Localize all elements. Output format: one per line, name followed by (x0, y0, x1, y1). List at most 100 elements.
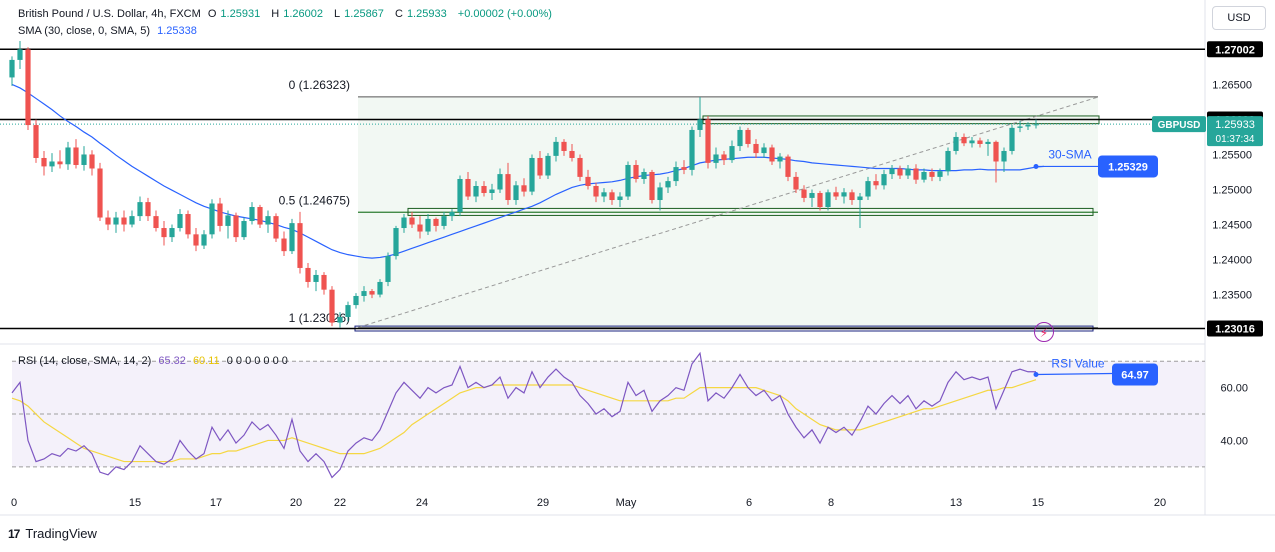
candle-body (849, 192, 855, 201)
candle-body (993, 141, 999, 162)
candle-body (305, 267, 311, 282)
candle-body (393, 228, 399, 257)
candle-body (273, 216, 279, 239)
fib-label-05: 0.5 (1.24675) (279, 193, 350, 207)
time-axis-tick: 15 (1032, 497, 1044, 509)
candle-body (913, 168, 919, 180)
time-axis-tick: 17 (210, 497, 222, 509)
rsi-annotation-text: RSI Value (1051, 356, 1104, 370)
lightning-icon[interactable]: ⚡ (1034, 322, 1054, 342)
low-value: 1.25867 (344, 8, 384, 20)
candle-body (617, 196, 623, 201)
candle-body (537, 157, 543, 176)
close-label: C (394, 8, 403, 20)
candle-body (481, 186, 487, 194)
candles-group (9, 41, 1039, 328)
candle-body (225, 215, 231, 226)
candle-body (529, 157, 535, 192)
candle-body (1025, 125, 1031, 127)
time-axis-tick: 20 (290, 497, 302, 509)
candle-body (129, 216, 135, 225)
symbol-tag-text: GBPUSD (1158, 120, 1201, 131)
candle-body (729, 146, 735, 161)
rsi-annotation-box (1112, 363, 1158, 386)
candle-body (737, 129, 743, 147)
candle-body (881, 174, 887, 186)
candle-body (1009, 127, 1015, 151)
candle-body (625, 164, 631, 197)
tradingview-logo[interactable]: 17 TradingView (8, 526, 97, 541)
candle-body (153, 216, 159, 229)
rsi-annotation-line (1035, 372, 1113, 376)
candle-body (81, 154, 87, 165)
candle-body (201, 234, 207, 246)
rsi-extra-values: 0 0 0 0 0 0 0 (226, 355, 288, 367)
candle-body (233, 215, 239, 238)
candle-body (545, 155, 551, 176)
candle-body (833, 192, 839, 197)
candle-body (121, 217, 127, 225)
candle-body (929, 171, 935, 177)
candle-body (489, 189, 495, 194)
candle-body (401, 217, 407, 229)
candle-body (705, 119, 711, 163)
candle-body (297, 223, 303, 268)
rsi-line (11, 351, 1036, 479)
time-axis-tick: 0 (11, 497, 17, 509)
support-box (407, 207, 1094, 216)
candle-body (377, 281, 383, 295)
candle-body (681, 167, 687, 170)
sma-annotation-value: 1.25329 (1108, 161, 1148, 173)
open-label: O (207, 8, 217, 20)
candle-body (473, 186, 479, 197)
candle-body (65, 147, 71, 165)
candle-body (825, 192, 831, 208)
candle-body (337, 316, 343, 323)
candle-body (969, 140, 975, 144)
candle-body (793, 176, 799, 190)
time-axis-tick: 20 (1154, 497, 1166, 509)
trend-line (357, 96, 1099, 328)
candle-body (25, 49, 31, 126)
candle-body (465, 178, 471, 197)
candle-body (953, 136, 959, 151)
candle-body (937, 171, 943, 177)
candle-body (217, 203, 223, 226)
candle-body (633, 164, 639, 179)
candle-body (441, 216, 447, 226)
candle-body (1001, 150, 1007, 162)
time-axis-tick: 22 (334, 497, 346, 509)
candle-body (369, 291, 375, 295)
candle-body (769, 147, 775, 162)
symbol-title: British Pound / U.S. Dollar, 4h, FXCM (18, 8, 201, 20)
candle-body (609, 192, 615, 201)
candle-body (169, 228, 175, 238)
time-axis-tick: 15 (129, 497, 141, 509)
candle-body (689, 129, 695, 170)
sma-legend: SMA (30, close, 0, SMA, 5) 1.25338 (18, 25, 201, 37)
currency-button[interactable]: USD (1212, 6, 1266, 30)
rsi-axis-tick: 60.00 (1220, 383, 1248, 395)
candle-body (353, 295, 359, 306)
candle-body (585, 176, 591, 186)
candle-body (873, 181, 879, 186)
candle-body (697, 119, 703, 130)
sma-annotation-box (1098, 155, 1158, 178)
rsi-legend: RSI (14, close, SMA, 14, 2) 65.32 60.11 … (18, 355, 292, 367)
candle-body (449, 211, 455, 217)
rsi-ma-line (11, 379, 1037, 463)
level-label-text: 1.27002 (1215, 44, 1255, 56)
candle-body (777, 156, 783, 162)
candle-body (889, 168, 895, 175)
candle-body (961, 136, 967, 144)
level-label-text: 1.23016 (1215, 323, 1255, 335)
price-axis-tick: 1.26500 (1212, 79, 1252, 91)
countdown-text: 01:37:34 (1216, 134, 1255, 145)
change-value: +0.00002 (+0.00%) (457, 8, 552, 20)
high-value: 1.26002 (283, 8, 323, 20)
time-axis-tick: 8 (828, 497, 834, 509)
candle-body (241, 221, 247, 238)
candle-body (841, 192, 847, 197)
candle-body (505, 174, 511, 201)
